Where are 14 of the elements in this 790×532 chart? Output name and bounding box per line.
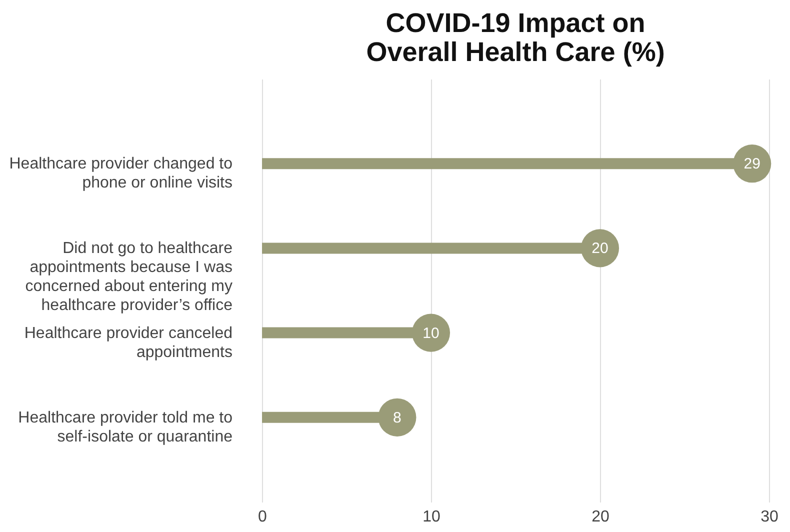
data-label: 10 xyxy=(422,324,440,342)
data-label: 29 xyxy=(744,156,760,173)
point xyxy=(378,398,416,436)
x-tick-label: 20 xyxy=(592,508,610,526)
x-tick-label: 10 xyxy=(422,508,440,526)
chart-title: COVID-19 Impact on Overall Health Care (%) xyxy=(366,8,665,67)
y-tick-label: Healthcare provider changed to phone or online visits xyxy=(9,156,233,192)
data-label: 8 xyxy=(393,409,402,426)
y-tick-label: Healthcare provider canceled appointments xyxy=(24,324,232,361)
x-tick-label: 30 xyxy=(760,508,778,526)
y-tick-label: Did not go to healthcare appointments because I was concerned about entering my healthcare provider’s office xyxy=(25,240,233,314)
x-tick-label: 0 xyxy=(258,508,268,526)
y-tick-label: Healthcare provider told me to self-isolate or quarantine xyxy=(18,409,233,446)
data-label: 20 xyxy=(592,240,608,258)
